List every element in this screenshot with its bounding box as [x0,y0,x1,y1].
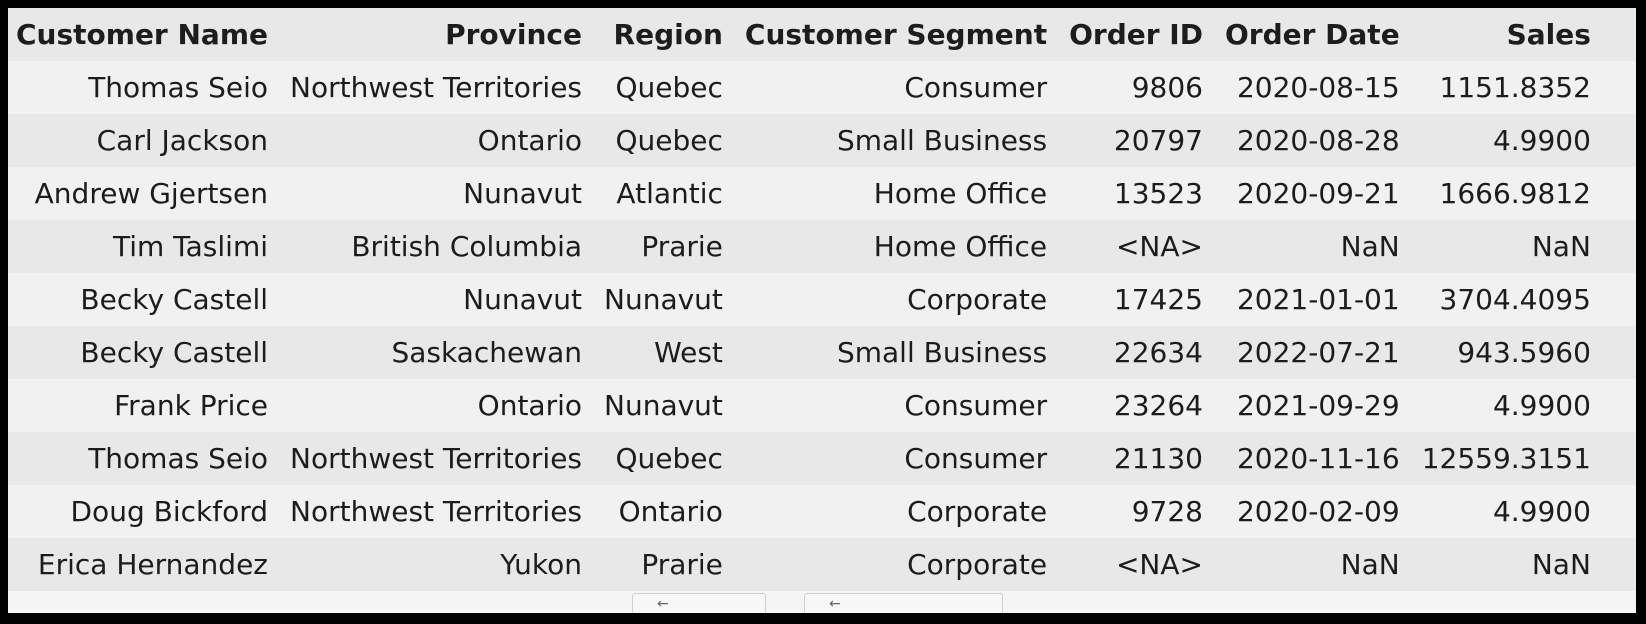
cell-province: Northwest Territories [290,61,605,114]
cell-region: West [604,326,745,379]
next-page-button[interactable]: ← [804,593,1003,613]
cell-order-date: 2020-11-16 [1224,432,1422,485]
table-row: Tim Taslimi British Columbia Prarie Home… [8,220,1636,273]
cell-customer-name: Erica Hernandez [8,538,290,591]
cell-order-id: 13523 [1069,167,1225,220]
cell-customer-name: Frank Price [8,379,290,432]
cell-customer-name: Becky Castell [8,326,290,379]
cell-sales: NaN [1421,220,1636,273]
table-row: Becky Castell Saskachewan West Small Bus… [8,326,1636,379]
table-header-row: Customer Name Province Region Customer S… [8,8,1636,61]
cell-order-id: <NA> [1069,220,1225,273]
pagination-controls: ← ← [8,593,1636,613]
cell-province: Nunavut [290,273,605,326]
cell-order-date: NaN [1224,220,1422,273]
header-customer-segment: Customer Segment [744,8,1070,61]
table-row: Erica Hernandez Yukon Prarie Corporate <… [8,538,1636,591]
cell-sales: 3704.4095 [1421,273,1636,326]
cell-customer-name: Doug Bickford [8,485,290,538]
cell-region: Atlantic [604,167,745,220]
table-row: Andrew Gjertsen Nunavut Atlantic Home Of… [8,167,1636,220]
header-order-date: Order Date [1224,8,1422,61]
cell-customer-segment: Consumer [744,432,1070,485]
cell-province: Ontario [290,114,605,167]
cell-order-date: 2020-02-09 [1224,485,1422,538]
header-customer-name: Customer Name [8,8,290,61]
cell-sales: NaN [1421,538,1636,591]
cell-customer-segment: Corporate [744,273,1070,326]
header-order-id: Order ID [1069,8,1225,61]
cell-province: Saskachewan [290,326,605,379]
cell-customer-segment: Small Business [744,114,1070,167]
cell-sales: 1666.9812 [1421,167,1636,220]
table-row: Doug Bickford Northwest Territories Onta… [8,485,1636,538]
cell-province: Northwest Territories [290,432,605,485]
table-row: Thomas Seio Northwest Territories Quebec… [8,61,1636,114]
cell-region: Nunavut [604,379,745,432]
cell-order-id: 22634 [1069,326,1225,379]
cell-province: Ontario [290,379,605,432]
cell-sales: 1151.8352 [1421,61,1636,114]
cell-order-id: <NA> [1069,538,1225,591]
cell-province: Nunavut [290,167,605,220]
cell-region: Prarie [604,538,745,591]
table-row: Frank Price Ontario Nunavut Consumer 232… [8,379,1636,432]
cell-customer-segment: Home Office [744,167,1070,220]
cell-sales: 4.9900 [1421,485,1636,538]
cell-customer-name: Thomas Seio [8,432,290,485]
cell-order-id: 21130 [1069,432,1225,485]
cell-sales: 4.9900 [1421,379,1636,432]
cell-customer-segment: Corporate [744,485,1070,538]
cell-region: Quebec [604,432,745,485]
cell-customer-name: Andrew Gjertsen [8,167,290,220]
previous-page-button[interactable]: ← [632,593,766,613]
cell-region: Ontario [604,485,745,538]
header-province: Province [290,8,605,61]
cell-customer-name: Thomas Seio [8,61,290,114]
cell-order-date: 2022-07-21 [1224,326,1422,379]
cell-province: Northwest Territories [290,485,605,538]
table-row: Thomas Seio Northwest Territories Quebec… [8,432,1636,485]
cell-order-date: 2020-09-21 [1224,167,1422,220]
header-sales: Sales [1421,8,1636,61]
table-row: Becky Castell Nunavut Nunavut Corporate … [8,273,1636,326]
cell-order-id: 17425 [1069,273,1225,326]
cell-province: Yukon [290,538,605,591]
cell-customer-segment: Home Office [744,220,1070,273]
dataframe-output: Customer Name Province Region Customer S… [8,8,1636,613]
cell-order-date: 2020-08-28 [1224,114,1422,167]
cell-customer-segment: Consumer [744,379,1070,432]
cell-region: Quebec [604,61,745,114]
cell-customer-name: Tim Taslimi [8,220,290,273]
cell-order-date: 2020-08-15 [1224,61,1422,114]
cell-province: British Columbia [290,220,605,273]
arrow-left-icon: ← [657,596,669,612]
cell-region: Quebec [604,114,745,167]
cell-order-id: 23264 [1069,379,1225,432]
cell-order-id: 9728 [1069,485,1225,538]
cell-order-date: NaN [1224,538,1422,591]
cell-customer-name: Becky Castell [8,273,290,326]
cell-customer-segment: Corporate [744,538,1070,591]
cell-region: Prarie [604,220,745,273]
cell-order-id: 20797 [1069,114,1225,167]
header-region: Region [604,8,745,61]
cell-sales: 943.5960 [1421,326,1636,379]
cell-order-date: 2021-09-29 [1224,379,1422,432]
cell-sales: 12559.3151 [1421,432,1636,485]
cell-order-id: 9806 [1069,61,1225,114]
cell-sales: 4.9900 [1421,114,1636,167]
cell-order-date: 2021-01-01 [1224,273,1422,326]
arrow-left-icon: ← [829,596,841,612]
cell-region: Nunavut [604,273,745,326]
data-table: Customer Name Province Region Customer S… [8,8,1636,591]
cell-customer-name: Carl Jackson [8,114,290,167]
cell-customer-segment: Small Business [744,326,1070,379]
cell-customer-segment: Consumer [744,61,1070,114]
table-row: Carl Jackson Ontario Quebec Small Busine… [8,114,1636,167]
